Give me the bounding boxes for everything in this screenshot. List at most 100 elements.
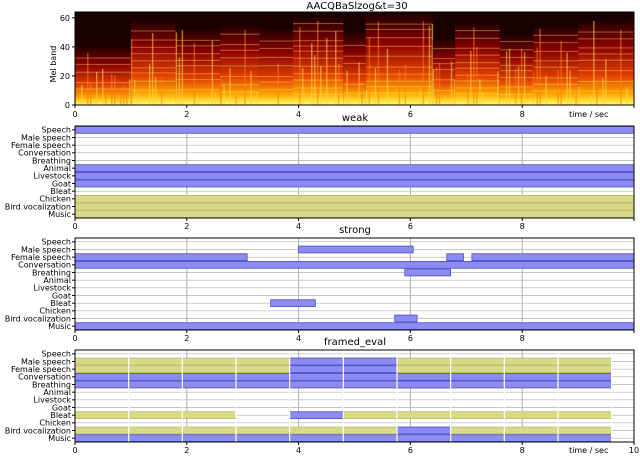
framed-eval-event-bar xyxy=(342,411,613,420)
spectrogram-harmonic xyxy=(533,77,579,79)
strong-event-bar xyxy=(74,253,248,262)
spectrogram-streak xyxy=(438,63,441,105)
spectrogram-streak xyxy=(277,63,279,105)
spectrogram-streak xyxy=(87,52,89,105)
spectrogram-streak xyxy=(514,68,517,105)
framed-eval-category-label: Bird vocalization xyxy=(5,426,71,435)
spectrogram-harmonic xyxy=(533,83,579,85)
spectrogram-streak xyxy=(256,92,258,105)
spectrogram-streak xyxy=(129,79,131,105)
spectrogram-streak xyxy=(602,77,604,105)
spectrogram-streak xyxy=(398,69,401,105)
strong-event-bar xyxy=(74,322,635,331)
spectrogram-streak xyxy=(114,75,116,105)
weak-panel-title: weak xyxy=(342,113,368,124)
spectrogram-harmonic xyxy=(578,80,634,83)
spectrogram-harmonic xyxy=(343,55,366,57)
weak-category-label: Goat xyxy=(52,179,71,188)
spectrogram-harmonic xyxy=(220,91,260,93)
spectrogram-streak xyxy=(299,27,301,105)
strong-x-tick-label: 6 xyxy=(408,334,413,343)
spectrogram-streak xyxy=(220,75,222,105)
spectrogram-streak xyxy=(126,89,128,105)
framed-eval-category-label: Breathing xyxy=(32,380,71,389)
spectrogram-streak xyxy=(557,69,559,105)
spectrogram-harmonic xyxy=(293,30,344,32)
spectrogram-harmonic xyxy=(130,30,176,32)
spectrogram-harmonic xyxy=(130,39,176,41)
spectrogram-harmonic xyxy=(455,54,500,56)
framed-eval-highlight-bar xyxy=(396,426,452,435)
spectrogram-harmonic xyxy=(293,40,344,42)
spectrogram-harmonic xyxy=(130,53,176,55)
spectrogram-streak xyxy=(593,20,595,106)
spectrogram-streak xyxy=(435,67,438,105)
weak-event-bar xyxy=(74,202,635,211)
spectrogram-streak xyxy=(223,85,225,105)
spectrogram-harmonic xyxy=(293,99,344,101)
spectrogram-harmonic xyxy=(533,60,579,62)
spectrogram-streak xyxy=(575,96,577,105)
spectrogram-harmonic xyxy=(220,49,260,51)
weak-event-bar xyxy=(74,194,635,203)
framed-eval-x-tick-label: 2 xyxy=(184,446,189,455)
spectrogram-streak xyxy=(428,26,431,105)
spectrogram-harmonic xyxy=(432,47,456,50)
weak-event-bar xyxy=(74,171,635,180)
spectrogram-streak xyxy=(539,28,541,105)
spectrogram-streak xyxy=(482,92,484,105)
spectrogram-streak xyxy=(317,21,319,106)
framed-eval-category-label: Animal xyxy=(43,388,71,397)
spectrogram-harmonic xyxy=(175,59,221,62)
spectrogram-streak xyxy=(517,66,520,105)
spectrogram-harmonic xyxy=(578,38,634,40)
weak-category-label: Animal xyxy=(43,164,71,173)
strong-category-label: Male speech xyxy=(21,245,71,254)
spectrogram-harmonic xyxy=(365,28,433,31)
strong-event-bar xyxy=(270,299,316,308)
weak-category-label: Breathing xyxy=(32,156,71,165)
strong-x-tick-label: 0 xyxy=(72,334,77,343)
spectrogram-streak xyxy=(181,30,184,106)
spectrogram-streak xyxy=(422,21,425,105)
strong-event-bar xyxy=(298,245,414,254)
spectrogram-harmonic xyxy=(533,90,579,92)
spectrogram-streak xyxy=(148,63,151,105)
spectrogram-harmonic xyxy=(175,99,221,101)
weak-category-label: Bird vocalization xyxy=(5,202,71,211)
spectrogram-streak xyxy=(120,88,122,105)
spectrogram-streak xyxy=(335,31,337,105)
spectrogram-harmonic xyxy=(343,62,366,65)
spectrogram-streak xyxy=(523,52,526,105)
spectrogram-x-tick-label: 6 xyxy=(408,110,413,119)
spectrogram-harmonic xyxy=(293,79,344,81)
weak-event-bar xyxy=(74,179,635,188)
spectrogram-segment-8 xyxy=(432,39,456,105)
spectrogram-harmonic xyxy=(220,84,260,86)
spectrogram-streak xyxy=(569,70,571,105)
spectrogram-harmonic xyxy=(365,37,433,39)
strong-category-label: Breathing xyxy=(32,268,71,277)
weak-category-label: Speech xyxy=(42,126,71,135)
strong-event-bar xyxy=(446,253,464,262)
spectrogram-streak xyxy=(338,63,340,105)
spectrogram-harmonic xyxy=(432,99,456,101)
spectrogram-streak xyxy=(314,55,316,105)
spectrogram-harmonic xyxy=(75,99,131,101)
spectrogram-streak xyxy=(374,68,377,105)
strong-category-label: Animal xyxy=(43,276,71,285)
framed-eval-x-tick-label: 10 xyxy=(629,446,639,455)
spectrogram-harmonic xyxy=(75,88,131,90)
spectrogram-streak xyxy=(133,79,136,105)
spectrogram-harmonic xyxy=(499,49,534,51)
spectrogram-segment-10 xyxy=(499,35,534,105)
strong-event-bar xyxy=(74,260,635,269)
spectrogram-harmonic xyxy=(455,30,500,32)
spectrogram-streak xyxy=(123,85,125,105)
spectrogram-harmonic xyxy=(293,93,344,95)
spectrogram-harmonic xyxy=(220,65,260,67)
spectrogram-harmonic xyxy=(259,81,294,83)
framed-eval-x-tick-label: 8 xyxy=(520,446,525,455)
spectrogram-streak xyxy=(505,51,508,105)
strong-category-label: Female speech xyxy=(11,253,71,262)
